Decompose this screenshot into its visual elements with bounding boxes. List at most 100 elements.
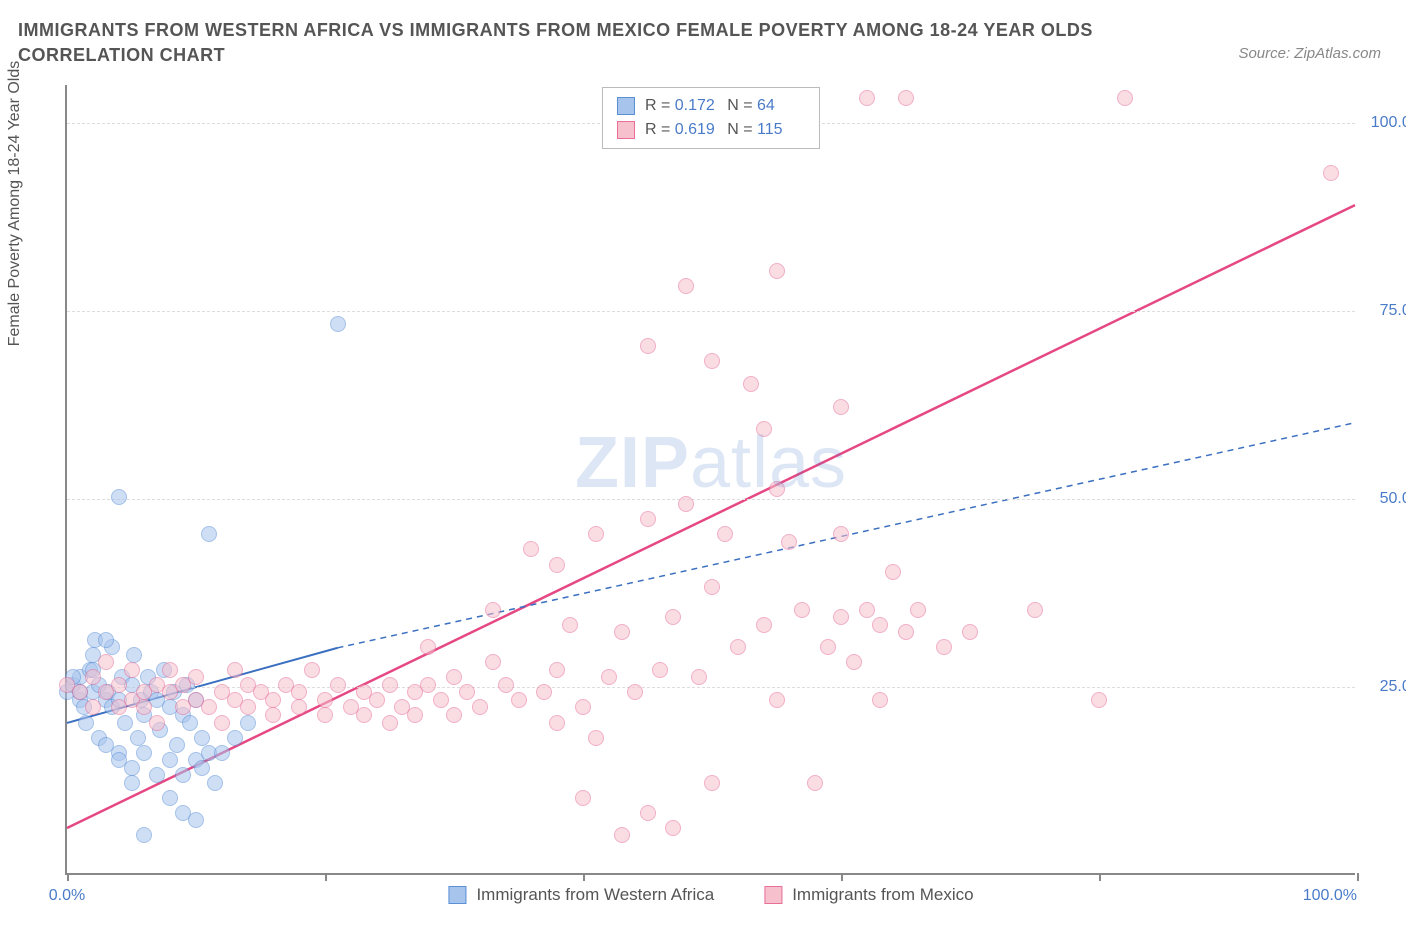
scatter-point (188, 812, 204, 828)
scatter-point (575, 790, 591, 806)
scatter-point (85, 699, 101, 715)
swatch-western-africa (617, 97, 635, 115)
scatter-point (382, 715, 398, 731)
scatter-point (117, 715, 133, 731)
scatter-point (162, 752, 178, 768)
watermark: ZIPatlas (575, 422, 847, 504)
legend-label: Immigrants from Western Africa (476, 885, 714, 905)
scatter-point (1027, 602, 1043, 618)
scatter-point (665, 609, 681, 625)
x-tick (1357, 873, 1359, 881)
scatter-point (330, 316, 346, 332)
scatter-point (536, 684, 552, 700)
swatch-western-africa (448, 886, 466, 904)
scatter-point (240, 715, 256, 731)
scatter-point (136, 745, 152, 761)
chart-title: IMMIGRANTS FROM WESTERN AFRICA VS IMMIGR… (18, 18, 1118, 68)
scatter-point (78, 715, 94, 731)
scatter-point (549, 715, 565, 731)
scatter-point (126, 647, 142, 663)
scatter-point (704, 579, 720, 595)
scatter-point (472, 699, 488, 715)
scatter-point (859, 602, 875, 618)
scatter-point (485, 654, 501, 670)
scatter-point (124, 662, 140, 678)
scatter-point (291, 684, 307, 700)
legend-label: Immigrants from Mexico (792, 885, 973, 905)
x-tick (67, 873, 69, 881)
scatter-plot: ZIPatlas R = 0.172 N = 64 R = 0.619 N = … (65, 85, 1355, 875)
scatter-point (194, 730, 210, 746)
scatter-point (420, 677, 436, 693)
scatter-point (781, 534, 797, 550)
scatter-point (124, 775, 140, 791)
scatter-point (317, 707, 333, 723)
scatter-point (640, 338, 656, 354)
scatter-point (588, 526, 604, 542)
scatter-point (201, 526, 217, 542)
scatter-point (111, 752, 127, 768)
scatter-point (85, 669, 101, 685)
scatter-point (162, 662, 178, 678)
scatter-point (936, 639, 952, 655)
scatter-point (562, 617, 578, 633)
scatter-point (188, 669, 204, 685)
scatter-point (485, 602, 501, 618)
scatter-point (523, 541, 539, 557)
correlation-legend: R = 0.172 N = 64 R = 0.619 N = 115 (602, 87, 820, 149)
scatter-point (149, 715, 165, 731)
scatter-point (136, 827, 152, 843)
scatter-point (730, 639, 746, 655)
scatter-point (678, 278, 694, 294)
scatter-point (459, 684, 475, 700)
scatter-point (807, 775, 823, 791)
scatter-point (704, 353, 720, 369)
chart-area: Female Poverty Among 18-24 Year Olds ZIP… (55, 85, 1385, 875)
scatter-point (446, 707, 462, 723)
grid-line (67, 499, 1355, 500)
scatter-point (794, 602, 810, 618)
scatter-point (382, 677, 398, 693)
x-tick-label: 100.0% (1303, 887, 1357, 905)
scatter-point (182, 715, 198, 731)
scatter-point (304, 662, 320, 678)
scatter-point (169, 737, 185, 753)
scatter-point (833, 609, 849, 625)
scatter-point (859, 90, 875, 106)
scatter-point (265, 707, 281, 723)
swatch-mexico (617, 121, 635, 139)
x-tick (1099, 873, 1101, 881)
scatter-point (601, 669, 617, 685)
scatter-point (291, 699, 307, 715)
scatter-point (678, 496, 694, 512)
scatter-point (665, 820, 681, 836)
scatter-point (227, 662, 243, 678)
scatter-point (98, 632, 114, 648)
scatter-point (910, 602, 926, 618)
swatch-mexico (764, 886, 782, 904)
scatter-point (549, 662, 565, 678)
y-tick-label: 50.0% (1365, 490, 1406, 508)
scatter-point (111, 489, 127, 505)
scatter-point (511, 692, 527, 708)
scatter-point (769, 481, 785, 497)
scatter-point (72, 684, 88, 700)
scatter-point (1323, 165, 1339, 181)
scatter-point (162, 790, 178, 806)
scatter-point (317, 692, 333, 708)
scatter-point (743, 376, 759, 392)
scatter-point (614, 827, 630, 843)
scatter-point (872, 692, 888, 708)
scatter-point (420, 639, 436, 655)
scatter-point (898, 624, 914, 640)
x-tick-label: 0.0% (49, 887, 85, 905)
scatter-point (885, 564, 901, 580)
scatter-point (227, 730, 243, 746)
scatter-point (769, 263, 785, 279)
scatter-point (691, 669, 707, 685)
scatter-point (265, 692, 281, 708)
scatter-point (201, 699, 217, 715)
scatter-point (1091, 692, 1107, 708)
scatter-point (898, 90, 914, 106)
scatter-point (149, 767, 165, 783)
